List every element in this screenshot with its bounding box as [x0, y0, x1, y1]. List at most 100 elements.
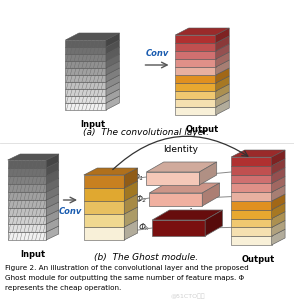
- Polygon shape: [175, 67, 216, 75]
- Polygon shape: [106, 54, 120, 68]
- Text: Conv: Conv: [59, 207, 82, 216]
- Polygon shape: [66, 33, 120, 40]
- Polygon shape: [106, 47, 120, 61]
- Text: (a)  The convolutional layer.: (a) The convolutional layer.: [83, 128, 210, 137]
- Polygon shape: [124, 194, 138, 214]
- Polygon shape: [216, 28, 229, 43]
- Polygon shape: [146, 162, 217, 172]
- Polygon shape: [175, 43, 216, 51]
- Polygon shape: [8, 208, 46, 216]
- Polygon shape: [205, 210, 222, 236]
- Polygon shape: [271, 203, 285, 219]
- Polygon shape: [8, 216, 46, 224]
- Polygon shape: [231, 157, 271, 166]
- Polygon shape: [146, 172, 199, 185]
- Polygon shape: [84, 201, 124, 214]
- Text: Output: Output: [186, 125, 219, 134]
- Polygon shape: [106, 96, 120, 110]
- Polygon shape: [106, 75, 120, 89]
- Polygon shape: [46, 162, 59, 176]
- Polygon shape: [46, 202, 59, 216]
- Polygon shape: [8, 184, 46, 192]
- Polygon shape: [66, 96, 106, 103]
- Polygon shape: [175, 28, 229, 35]
- Polygon shape: [8, 168, 46, 176]
- Polygon shape: [152, 220, 205, 236]
- Polygon shape: [231, 201, 271, 210]
- Polygon shape: [231, 183, 271, 192]
- Polygon shape: [84, 188, 124, 201]
- Polygon shape: [46, 218, 59, 232]
- Polygon shape: [216, 84, 229, 99]
- Polygon shape: [84, 175, 124, 188]
- Polygon shape: [66, 89, 106, 96]
- Polygon shape: [231, 174, 271, 183]
- Polygon shape: [66, 61, 106, 68]
- Polygon shape: [8, 176, 46, 184]
- Polygon shape: [124, 181, 138, 201]
- Text: Ghost module for outputting the same number of feature maps. Φ: Ghost module for outputting the same num…: [5, 275, 244, 281]
- Polygon shape: [149, 183, 220, 193]
- Polygon shape: [199, 162, 217, 185]
- Polygon shape: [175, 91, 216, 99]
- Text: Φₖ: Φₖ: [138, 224, 149, 232]
- Text: Φ₂: Φ₂: [136, 195, 146, 203]
- Text: (b)  The Ghost module.: (b) The Ghost module.: [94, 253, 199, 262]
- Polygon shape: [216, 92, 229, 107]
- Polygon shape: [46, 170, 59, 184]
- Polygon shape: [231, 228, 271, 236]
- Polygon shape: [46, 154, 59, 168]
- Text: Identity: Identity: [163, 145, 199, 153]
- Polygon shape: [66, 40, 106, 47]
- Polygon shape: [66, 75, 106, 82]
- Polygon shape: [231, 236, 271, 245]
- Polygon shape: [216, 100, 229, 115]
- Polygon shape: [46, 226, 59, 240]
- Polygon shape: [271, 221, 285, 236]
- Polygon shape: [271, 194, 285, 210]
- Text: :: :: [188, 203, 193, 217]
- Polygon shape: [271, 150, 285, 166]
- Polygon shape: [46, 178, 59, 192]
- Polygon shape: [106, 61, 120, 75]
- Polygon shape: [8, 200, 46, 208]
- Polygon shape: [124, 207, 138, 227]
- Polygon shape: [84, 227, 124, 240]
- Polygon shape: [175, 107, 216, 115]
- Polygon shape: [216, 52, 229, 67]
- Polygon shape: [124, 220, 138, 240]
- Polygon shape: [175, 75, 216, 83]
- Polygon shape: [106, 33, 120, 47]
- Polygon shape: [175, 59, 216, 67]
- Polygon shape: [216, 68, 229, 83]
- Polygon shape: [271, 212, 285, 228]
- Polygon shape: [106, 40, 120, 54]
- Polygon shape: [124, 168, 138, 188]
- Polygon shape: [66, 82, 106, 89]
- Polygon shape: [271, 185, 285, 201]
- Polygon shape: [175, 35, 216, 43]
- Polygon shape: [8, 160, 46, 168]
- Polygon shape: [106, 89, 120, 103]
- Text: Figure 2. An illustration of the convolutional layer and the proposed: Figure 2. An illustration of the convolu…: [5, 265, 249, 271]
- Polygon shape: [46, 186, 59, 200]
- Text: Output: Output: [242, 255, 275, 264]
- Polygon shape: [175, 51, 216, 59]
- Text: Conv: Conv: [145, 49, 169, 58]
- Text: @51CTO博客: @51CTO博客: [170, 293, 205, 299]
- Polygon shape: [216, 60, 229, 75]
- Polygon shape: [216, 76, 229, 91]
- Text: represents the cheap operation.: represents the cheap operation.: [5, 285, 121, 291]
- Polygon shape: [271, 229, 285, 245]
- Text: Input: Input: [21, 250, 46, 259]
- Polygon shape: [175, 99, 216, 107]
- Text: Input: Input: [80, 120, 105, 129]
- Polygon shape: [231, 192, 271, 201]
- Polygon shape: [106, 68, 120, 82]
- Polygon shape: [84, 214, 124, 227]
- Text: Φ₁: Φ₁: [133, 174, 144, 182]
- Polygon shape: [8, 154, 59, 160]
- Polygon shape: [8, 224, 46, 232]
- Polygon shape: [271, 176, 285, 192]
- Polygon shape: [271, 168, 285, 183]
